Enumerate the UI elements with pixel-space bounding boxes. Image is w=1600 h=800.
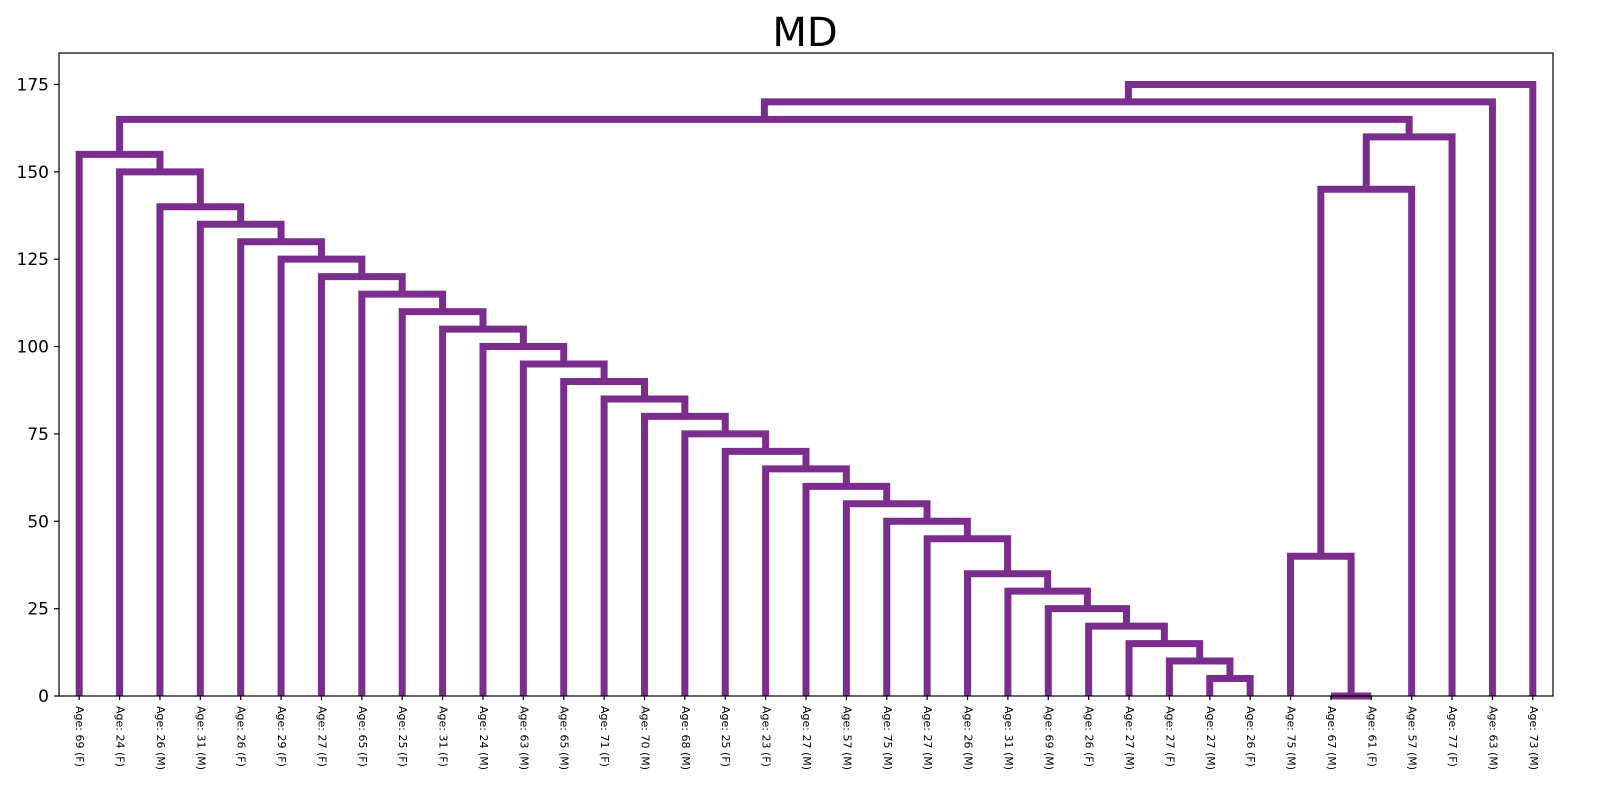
dendrogram-link-c34: [116, 115, 1413, 155]
leaf-label: Age: 31 (F): [437, 706, 450, 767]
leaf-label: Age: 29 (F): [275, 706, 288, 767]
dendrogram-link-c15: [640, 412, 729, 696]
dendrogram-link-c5: [1044, 605, 1130, 696]
dendrogram-link-c33: [1362, 133, 1456, 696]
leaf-label: Age: 25 (F): [719, 706, 732, 767]
leaf-label: Age: 26 (F): [235, 706, 248, 767]
y-tick-label: 0: [38, 687, 49, 707]
y-tick-label: 75: [27, 425, 49, 445]
leaf-label: Age: 69 (F): [73, 706, 86, 767]
dendrogram-link-c14: [681, 430, 770, 696]
leaf-label: Age: 27 (M): [921, 706, 934, 770]
leaf-label: Age: 27 (M): [800, 706, 813, 770]
dendrogram-link-c10: [842, 500, 931, 696]
dendrogram-link-c32: [1317, 185, 1416, 696]
dendrogram-link-c31: [1287, 552, 1355, 696]
leaf-label: Age: 57 (M): [1406, 706, 1419, 770]
y-tick-label: 25: [27, 600, 49, 620]
leaf-label: Age: 26 (F): [1083, 706, 1096, 767]
leaf-label: Age: 27 (M): [1123, 706, 1136, 770]
leaf-label: Age: 75 (M): [881, 706, 894, 770]
y-tick-label: 50: [27, 512, 49, 532]
chart-title: MD: [772, 10, 837, 56]
leaf-label: Age: 65 (M): [558, 706, 571, 770]
leaf-label: Age: 27 (F): [1163, 706, 1176, 767]
leaf-label: Age: 63 (M): [1486, 706, 1499, 770]
leaf-label: Age: 77 (F): [1446, 706, 1459, 767]
leaf-label: Age: 65 (F): [356, 706, 369, 767]
dendrogram-link-c9: [883, 517, 971, 696]
leaf-label: Age: 24 (F): [114, 706, 127, 767]
dendrogram-link-c35: [760, 98, 1496, 696]
dendrogram-link-c25: [237, 238, 325, 696]
leaf-label: Age: 26 (M): [154, 706, 167, 770]
dendrogram-link-c26: [196, 220, 285, 696]
leaf-label: Age: 57 (M): [840, 706, 853, 770]
leaf-label: Age: 68 (M): [679, 706, 692, 770]
leaf-label: Age: 61 (F): [1365, 706, 1378, 767]
leaf-label: Age: 27 (M): [1204, 706, 1217, 770]
leaf-label: Age: 26 (F): [1244, 706, 1257, 767]
leaf-label: Age: 25 (F): [396, 706, 409, 767]
dendrogram-link-c16: [600, 395, 689, 696]
y-tick-label: 100: [17, 338, 49, 358]
leaf-label: Age: 75 (M): [1285, 706, 1298, 770]
leaf-label: Age: 73 (M): [1527, 706, 1540, 770]
dendrogram-link-c1: [1206, 675, 1254, 696]
dendrogram-link-c20: [439, 325, 527, 696]
leaf-label: Age: 23 (F): [760, 706, 773, 767]
dendrogram-links: [75, 80, 1537, 700]
leaf-label: Age: 63 (M): [517, 706, 530, 770]
dendrogram-link-c8: [923, 535, 1012, 696]
leaf-label: Age: 71 (F): [598, 706, 611, 767]
leaf-label: Age: 24 (M): [477, 706, 490, 770]
leaf-label: Age: 70 (M): [638, 706, 651, 770]
y-tick-label: 125: [17, 250, 49, 270]
leaf-label: Age: 67 (M): [1325, 706, 1338, 770]
dendrogram-link-c3: [1125, 640, 1204, 696]
y-tick-label: 175: [17, 75, 49, 95]
dendrogram-link-c21: [398, 308, 487, 696]
y-axis: 0 25 50 75 100 125 150 175: [17, 75, 59, 707]
x-axis: Age: 69 (F) Age: 24 (F) Age: 26 (M) Age: 31…: [73, 696, 1540, 770]
leaf-label: Age: 69 (M): [1042, 706, 1055, 770]
dendrogram-link-c36: [1124, 80, 1537, 696]
y-tick-label: 150: [17, 163, 49, 183]
dendrogram-link-c4: [1085, 622, 1168, 696]
leaf-label: Age: 31 (M): [194, 706, 207, 770]
leaf-label: Age: 31 (M): [1002, 706, 1015, 770]
dendrogram-link-c27: [156, 203, 245, 696]
leaf-label: Age: 26 (M): [962, 706, 975, 770]
leaf-label: Age: 27 (F): [315, 706, 328, 767]
